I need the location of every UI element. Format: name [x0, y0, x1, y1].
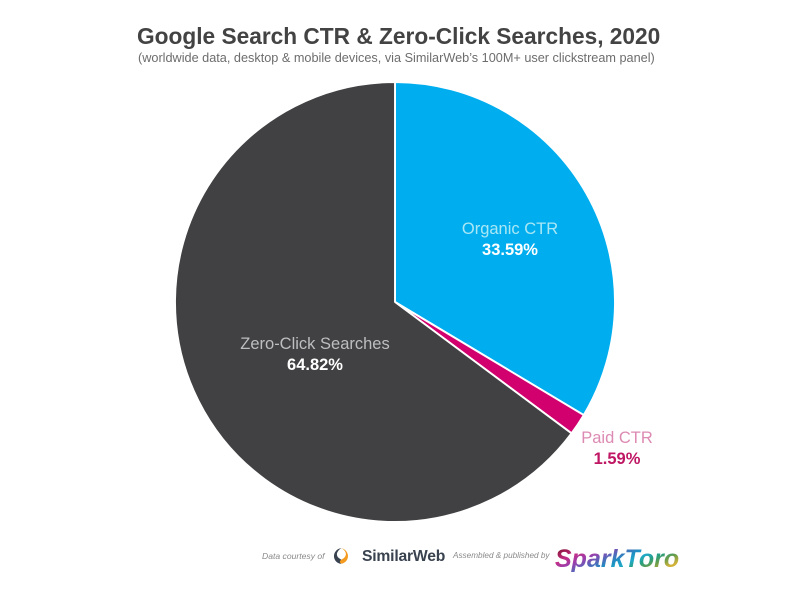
svg-text:SparkToro: SparkToro [555, 545, 679, 573]
